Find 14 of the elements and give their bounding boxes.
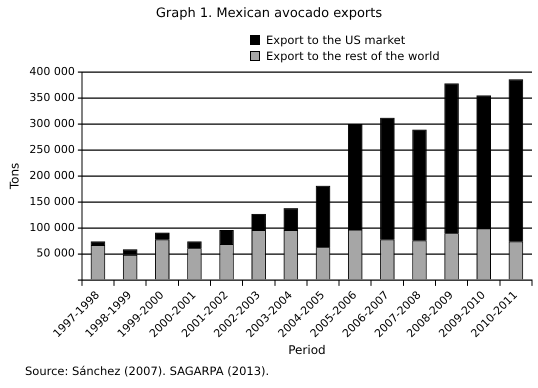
y-tick-label: 100 000 [29, 220, 75, 234]
y-tick-label: 200 000 [29, 168, 75, 182]
x-axis-title: Period [288, 342, 326, 357]
y-tick-label: 400 000 [29, 64, 75, 78]
y-tick-label: 300 000 [29, 116, 75, 130]
y-axis-title: Tons [7, 162, 22, 190]
source-note: Source: Sánchez (2007). SAGARPA (2013). [25, 364, 270, 378]
legend-label: Export to the rest of the world [266, 49, 440, 63]
chart-title: Graph 1. Mexican avocado exports [154, 6, 384, 21]
y-tick-label: 50 000 [36, 246, 75, 260]
y-tick-label: 150 000 [29, 194, 75, 208]
legend-label: Export to the US market [266, 33, 406, 47]
y-tick-label: 350 000 [29, 90, 75, 104]
y-tick-label: 250 000 [29, 142, 75, 156]
